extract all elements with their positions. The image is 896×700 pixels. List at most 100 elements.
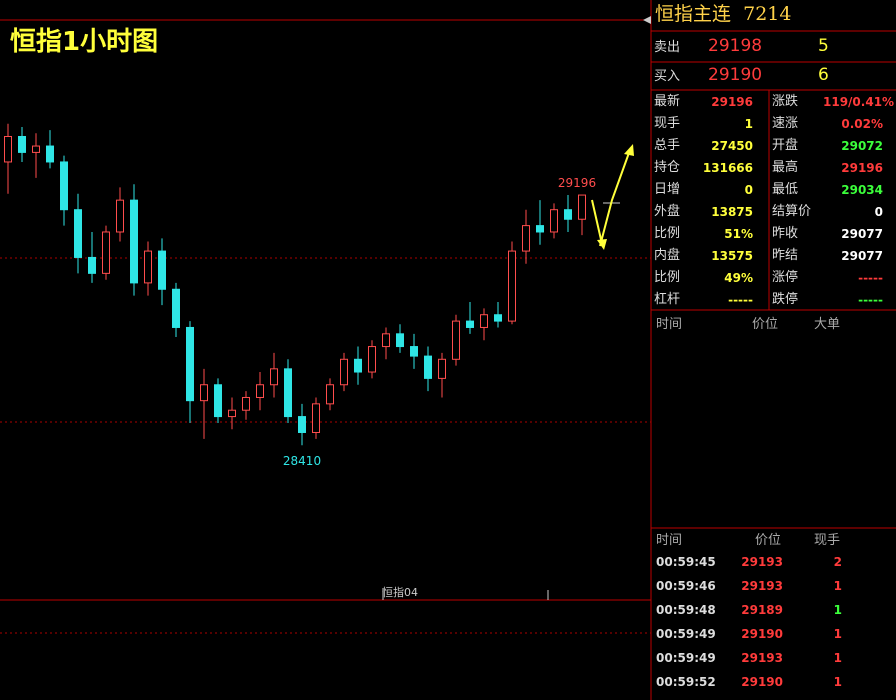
column-header: 价位	[755, 533, 782, 548]
arrow-head	[597, 239, 607, 250]
candle-body	[270, 368, 278, 386]
candle-body	[172, 288, 180, 328]
candle-body	[508, 250, 516, 322]
stat-value: 29072	[841, 139, 883, 153]
candle-body	[284, 368, 292, 418]
trade-time: 00:59:52	[656, 675, 716, 689]
arrow	[599, 149, 631, 247]
candle-body	[438, 358, 446, 379]
trade-time: 00:59:45	[656, 555, 716, 569]
candle-body	[564, 209, 572, 220]
candle-body	[494, 314, 502, 322]
candle-body	[480, 314, 488, 328]
trade-volume: 1	[833, 579, 842, 593]
trade-time: 00:59:49	[656, 627, 716, 641]
stat-label: 涨停	[772, 270, 799, 285]
code: 7214	[743, 3, 792, 25]
column-header: 时间	[656, 533, 683, 548]
candle-body	[354, 358, 362, 373]
trade-price: 29193	[741, 579, 783, 593]
candle-body	[88, 256, 96, 274]
stat-value: 0.02%	[841, 117, 883, 131]
stat-label: 最新	[654, 94, 681, 109]
name: 恒指主连	[655, 3, 732, 25]
candle-body	[536, 225, 544, 233]
stat-label: 昨结	[772, 248, 799, 263]
trade-time: 00:59:48	[656, 603, 716, 617]
trade-volume: 1	[833, 651, 842, 665]
candle-body	[382, 333, 390, 348]
candle-body	[312, 403, 320, 433]
stat-label: 结算价	[772, 204, 812, 219]
candle-body	[256, 384, 264, 398]
stat-label: 内盘	[654, 248, 681, 263]
candle-body	[200, 384, 208, 402]
ask-label: 卖出	[654, 40, 681, 55]
pointer	[643, 16, 651, 24]
stat-label: 开盘	[772, 138, 799, 153]
candle-body	[578, 194, 586, 220]
trade-price: 29190	[741, 627, 783, 641]
stat-value: -----	[858, 271, 883, 285]
candle-body	[144, 250, 152, 284]
stat-value: 119/0.41%	[823, 95, 895, 109]
stat-label: 最高	[772, 160, 799, 175]
ask-price: 29198	[708, 36, 763, 56]
stat-value: 29034	[841, 183, 883, 197]
bid-price: 29190	[708, 65, 763, 85]
candle-body	[130, 199, 138, 284]
arrow-head	[624, 144, 634, 156]
stat-label: 跌停	[772, 292, 799, 307]
stat-label: 比例	[654, 226, 681, 241]
trade-price: 29193	[741, 555, 783, 569]
candle-body	[340, 358, 348, 386]
bid-label: 买入	[654, 69, 681, 84]
candle-body	[158, 250, 166, 290]
candle-body	[228, 409, 236, 418]
stat-label: 现手	[654, 116, 681, 131]
stat-label: 杠杆	[654, 292, 681, 307]
stat-value: 29196	[841, 161, 883, 175]
candle-body	[60, 161, 68, 211]
column-header: 现手	[814, 533, 841, 548]
candle-body	[326, 384, 334, 405]
stat-label: 外盘	[654, 204, 681, 219]
contract-name: 恒指主连 7214	[655, 3, 792, 25]
candle-body	[18, 135, 26, 153]
candle-body	[466, 320, 474, 328]
candle-body	[550, 209, 558, 233]
trade-time: 00:59:49	[656, 651, 716, 665]
trade-volume: 1	[833, 675, 842, 689]
trade-time: 00:59:46	[656, 579, 716, 593]
ask-volume: 5	[818, 36, 829, 56]
stat-label: 总手	[654, 138, 681, 153]
candle-body	[4, 135, 12, 163]
chart-title: 恒指1小时图	[10, 27, 158, 57]
stat-value: 27450	[711, 139, 753, 153]
column-header: 价位	[752, 317, 779, 332]
stat-label: 日增	[654, 182, 681, 197]
candle-body	[74, 209, 82, 258]
stat-label: 最低	[772, 182, 799, 197]
stat-value: 29077	[841, 249, 883, 263]
trade-volume: 2	[833, 555, 842, 569]
trade-price: 29193	[741, 651, 783, 665]
candle-body	[116, 199, 124, 233]
stat-label: 持仓	[654, 160, 681, 175]
trade-price: 29189	[741, 603, 783, 617]
trade-price: 29190	[741, 675, 783, 689]
stat-value: 1	[744, 117, 753, 131]
candle-body	[452, 320, 460, 360]
candle-body	[214, 384, 222, 418]
column-header: 时间	[656, 317, 683, 332]
candle-body	[32, 145, 40, 153]
stat-label: 速涨	[772, 116, 799, 131]
indicator-label: 恒指04	[382, 585, 418, 599]
candle-body	[424, 355, 432, 379]
candle-body	[410, 346, 418, 357]
trade-volume: 1	[833, 603, 842, 617]
column-header: 大单	[814, 317, 841, 332]
candle-body	[522, 225, 530, 252]
candle-body	[46, 145, 54, 163]
